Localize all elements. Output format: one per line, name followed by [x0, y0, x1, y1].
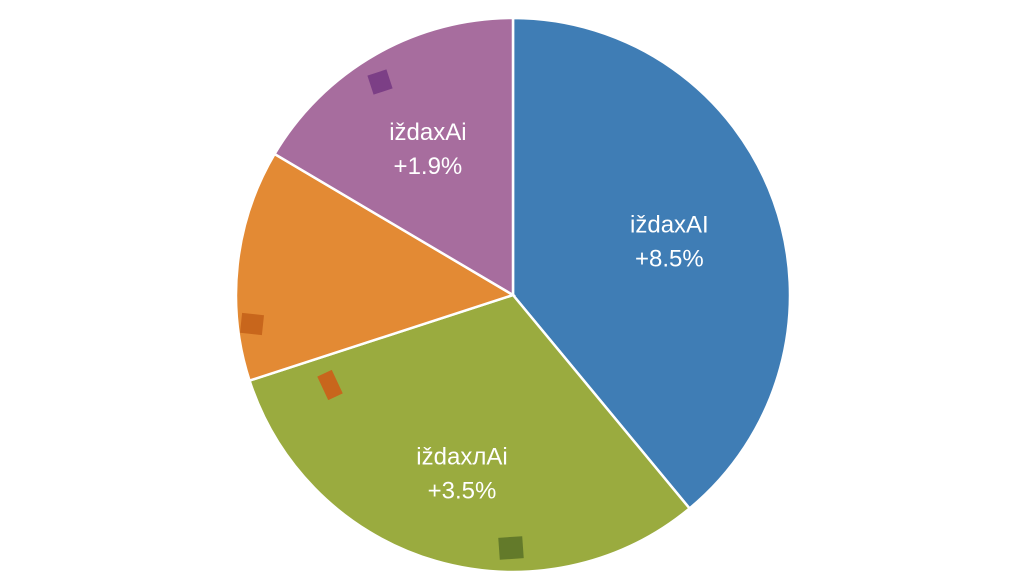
slice-label-0: iždaxAI	[630, 212, 709, 239]
marker-green	[498, 536, 524, 560]
slice-value-3: +1.9%	[394, 153, 463, 180]
slice-value-1: +3.5%	[428, 478, 497, 505]
pie-slices	[234, 16, 792, 574]
slice-markers	[240, 69, 524, 560]
marker-purple	[367, 69, 393, 95]
slice-label-3: iždaxAi	[389, 119, 466, 146]
marker-orange-lower	[317, 369, 343, 401]
slice-labels: iždaxAI +8.5% iždaxлAi +3.5% iždaxAi +1.9%	[389, 119, 709, 505]
pie-slice-0	[511, 16, 792, 511]
slice-label-1: iždaxлAi	[416, 444, 507, 471]
pie-slice-2	[234, 152, 517, 383]
pie-slice-3	[272, 16, 515, 298]
slice-value-0: +8.5%	[635, 246, 704, 273]
marker-orange-upper	[240, 312, 264, 336]
pie-slice-1	[247, 293, 692, 574]
